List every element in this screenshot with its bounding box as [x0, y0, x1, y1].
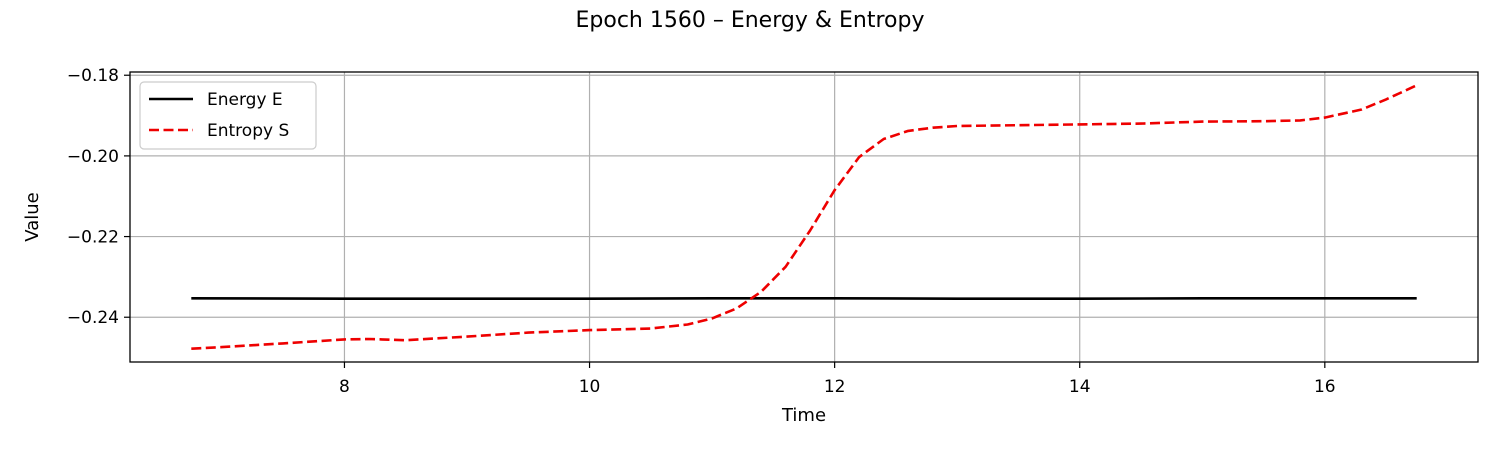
y-axis: −0.24 −0.22 −0.20 −0.18 [67, 66, 130, 328]
y-tick-label: −0.20 [67, 147, 119, 167]
plot-frame [129, 71, 1479, 363]
x-tick-label: 12 [824, 377, 846, 397]
legend-label: Entropy S [207, 121, 289, 141]
x-tick-label: 8 [339, 377, 350, 397]
x-tick-label: 10 [579, 377, 601, 397]
y-tick-label: −0.18 [67, 66, 119, 86]
series-layer [191, 84, 1418, 350]
y-tick-label: −0.22 [67, 228, 119, 248]
series-line-1 [191, 84, 1418, 350]
x-axis-label: Time [781, 405, 826, 426]
legend: Energy E Entropy S [139, 81, 317, 150]
legend-label: Energy E [207, 90, 283, 110]
x-tick-label: 14 [1069, 377, 1091, 397]
y-axis-label: Value [22, 192, 43, 241]
chart-title: Epoch 1560 – Energy & Entropy [576, 8, 925, 33]
grid [130, 72, 1478, 362]
x-axis: 8 10 12 14 16 [339, 362, 1336, 397]
x-tick-label: 16 [1314, 377, 1336, 397]
y-tick-label: −0.24 [67, 308, 119, 328]
